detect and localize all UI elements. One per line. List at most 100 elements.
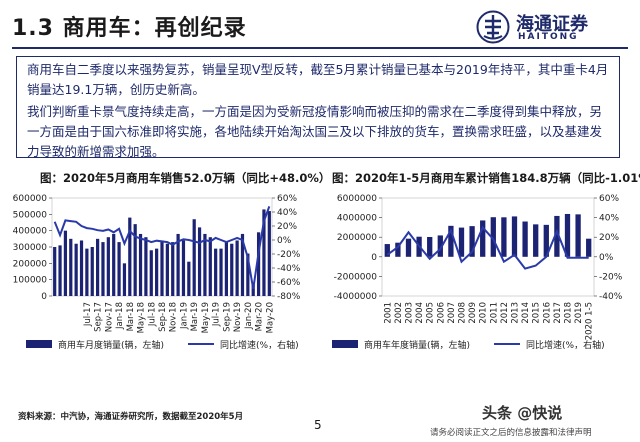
sales-bar (203, 233, 207, 296)
monthly-sales-chart: 0 100000 200000 300000 400000 500000 600000 -80… (13, 194, 301, 351)
right-axis-tick-label: 20% (599, 233, 619, 243)
sales-bar (427, 237, 433, 257)
right-axis-tick-label: -40% (599, 292, 623, 302)
growth-line (386, 225, 589, 270)
sales-bar (405, 238, 412, 257)
left-axis-tick-label: 100000 (13, 276, 48, 286)
sales-bar (106, 237, 110, 296)
sales-bar (171, 242, 175, 296)
x-axis-tick-label: 2008 (458, 302, 468, 324)
sales-bar (187, 261, 191, 296)
right-axis-tick-label: 0% (277, 236, 292, 246)
left-axis-tick-label: 0 (371, 253, 377, 263)
x-axis-tick-label: Sep-17 (94, 302, 104, 332)
sales-bar (235, 240, 239, 296)
sales-bar (511, 216, 518, 257)
chart2-title: 图：2020年1-5月商用车累计销售184.8万辆（同比-1.01%） (332, 171, 640, 185)
sales-bar (133, 224, 137, 296)
left-axis-tick-label: -2000000 (334, 272, 378, 282)
x-axis-tick-label: May-18 (137, 302, 147, 333)
x-axis-tick-label: Sep-19 (222, 302, 232, 332)
x-axis-tick-label: Jul-17 (83, 302, 93, 327)
page-title: 1.3 商用车：再创纪录 (12, 16, 247, 41)
x-axis-tick-label: 2015 (532, 302, 542, 324)
sales-bar (469, 226, 475, 257)
left-axis-tick-label: 400000 (13, 227, 48, 237)
growth-line (53, 206, 271, 290)
x-axis-tick-label: Jan-20 (244, 302, 254, 330)
sales-bar (79, 240, 84, 296)
legend-line-label: 同比增速(%，右轴) (220, 339, 299, 351)
sales-bar (575, 214, 581, 257)
sales-bar (533, 224, 539, 257)
sales-bar (85, 248, 89, 296)
sales-bar (448, 225, 454, 257)
left-axis-tick-label: 0 (41, 292, 47, 302)
x-axis-tick-label: 2006 (436, 302, 446, 324)
sales-bar (522, 221, 528, 257)
sales-bar (181, 240, 186, 296)
data-source-note: 资料来源：中汽协，海通证券研究所，数据截至2020年5月 (18, 412, 244, 422)
sales-bar (176, 233, 180, 296)
sales-bar (144, 237, 148, 296)
sales-bar (112, 233, 116, 296)
x-axis-tick-label: Nov-17 (104, 302, 114, 332)
right-axis-tick-label: 40% (277, 208, 297, 218)
left-axis-tick-label: 500000 (13, 210, 48, 220)
legend-bar-swatch (332, 340, 358, 348)
x-axis-tick-label: Nov-19 (233, 302, 243, 332)
x-axis-tick-label: Mar-18 (126, 302, 136, 331)
page-number: 5 (314, 418, 322, 432)
x-axis-tick-label: 2014 (521, 302, 531, 324)
summary-paragraph-1: 商用车自二季度以来强势复苏，销量呈现V型反转，截至5月累计销量已基本与2019年… (27, 62, 609, 97)
haitong-logo: 海通证券 HAITONG (476, 8, 626, 48)
x-axis-tick-label: May-20 (265, 302, 275, 333)
right-axis-tick-label: 0% (599, 253, 614, 263)
x-axis-tick-label: Nov-18 (169, 302, 179, 332)
left-axis-tick-label: 4000000 (337, 214, 377, 224)
sales-bar (564, 213, 571, 257)
x-axis-tick-label: 2020 1-5 (585, 302, 595, 340)
sales-bar (208, 237, 212, 296)
sales-bar (128, 217, 132, 296)
x-axis-tick-label: 2004 (415, 302, 425, 324)
logo-text-cn: 海通证券 (516, 14, 588, 35)
chart1-title: 图：2020年5月商用车销售52.0万辆（同比+48.0%） (40, 171, 331, 185)
x-axis-tick-label: 2012 (500, 302, 510, 324)
x-axis-tick-label: Jul-18 (147, 302, 157, 327)
sales-bar (267, 211, 271, 296)
sales-bar (117, 242, 121, 296)
sales-bar (230, 243, 234, 296)
sales-bar (586, 238, 592, 257)
plot-frame (381, 197, 595, 297)
x-axis-tick-label: 2016 (542, 302, 552, 324)
watermark: 头条 @快说 (482, 404, 563, 422)
sales-bar (192, 219, 196, 296)
sales-bar (138, 233, 143, 296)
sales-bar (437, 235, 443, 257)
right-axis-tick-label: 60% (277, 194, 297, 204)
x-axis-tick-label: 2003 (405, 302, 415, 324)
right-axis-tick-label: -20% (599, 272, 623, 282)
right-axis-tick-label: -40% (277, 264, 301, 274)
sales-bar (384, 244, 390, 257)
x-axis-tick-label: 2002 (394, 302, 404, 324)
sales-bar (90, 247, 94, 296)
right-axis-tick-label: 20% (277, 222, 297, 232)
sales-bar (543, 224, 549, 257)
sales-bar (214, 248, 218, 296)
left-axis-tick-label: 200000 (13, 259, 48, 269)
left-axis-tick-label: -4000000 (334, 292, 378, 302)
right-axis-tick-label: 60% (599, 194, 619, 204)
legend-bar-label: 商用车月度销量(辆，左轴) (58, 339, 164, 351)
summary-paragraph-2: 我们判断重卡景气度持续走高，一方面是因为受新冠疫情影响而被压抑的需求在二季度得到… (27, 104, 603, 159)
sales-bar (501, 217, 507, 257)
sales-bar (74, 243, 78, 296)
x-axis-tick-label: May-19 (201, 302, 211, 333)
haitong-emblem-icon (476, 10, 510, 44)
right-axis-tick-label: -20% (277, 250, 301, 260)
sales-bar (490, 217, 496, 257)
legend-line-label: 同比增速(%，右轴) (526, 339, 605, 351)
sales-bar (149, 250, 153, 296)
x-axis-tick-label: 2005 (426, 302, 436, 324)
